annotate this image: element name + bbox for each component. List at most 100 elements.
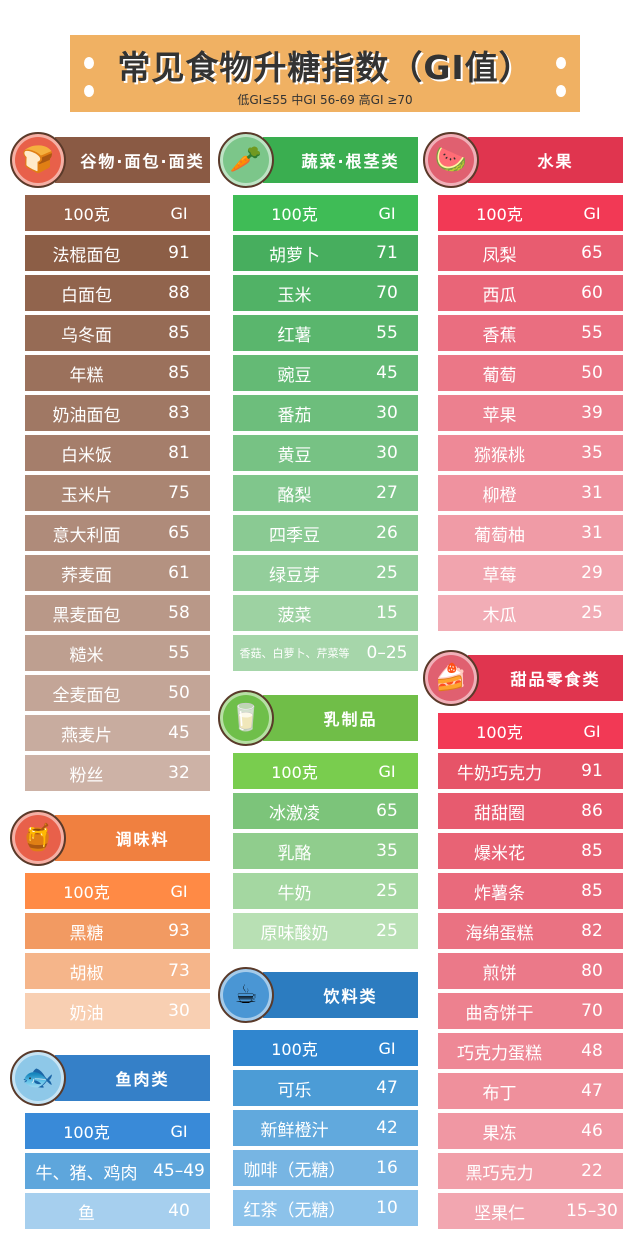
gi-value: 70	[581, 1001, 603, 1021]
gi-value: 75	[168, 483, 190, 503]
gi-value: 55	[376, 323, 398, 343]
column-header: 100克 GI	[25, 195, 210, 231]
gi-value: 31	[581, 483, 603, 503]
table-row: 年糕 85	[25, 355, 210, 391]
table-row: 奶油面包 83	[25, 395, 210, 431]
table-row: 白米饭 81	[25, 435, 210, 471]
food-name: 荞麦面	[61, 565, 112, 586]
gi-value: 47	[581, 1081, 603, 1101]
food-name: 红茶（无糖）	[243, 1200, 346, 1221]
table-row: 意大利面 65	[25, 515, 210, 551]
food-name: 胡椒	[69, 963, 104, 984]
table-row: 草莓 29	[438, 555, 623, 591]
food-name: 猕猴桃	[474, 445, 525, 466]
food-name: 煎饼	[482, 963, 517, 984]
gi-value: 50	[168, 683, 190, 703]
food-name: 乌冬面	[61, 325, 112, 346]
gi-value: 55	[581, 323, 603, 343]
table-row: 酪梨 27	[233, 475, 418, 511]
gi-value: 60	[581, 283, 603, 303]
food-name: 海绵蛋糕	[465, 923, 534, 944]
table-row: 坚果仁 15–30	[438, 1193, 623, 1229]
gi-value: 50	[581, 363, 603, 383]
food-name: 100克	[63, 205, 110, 224]
page-title: 常见食物升糖指数（GI值）	[117, 48, 533, 87]
food-name: 白面包	[61, 285, 112, 306]
table-row: 果冻 46	[438, 1113, 623, 1149]
food-name: 黑巧克力	[465, 1163, 534, 1184]
gi-value: 85	[168, 363, 190, 383]
food-name: 凤梨	[482, 245, 517, 266]
watermelon-icon: 🍉	[423, 132, 479, 188]
gi-value: 55	[168, 643, 190, 663]
food-name: 粉丝	[69, 765, 104, 786]
banner-dot	[84, 57, 94, 69]
milk-carton-icon: 🥛	[218, 690, 274, 746]
food-name: 新鲜橙汁	[260, 1120, 329, 1141]
gi-value: 65	[168, 523, 190, 543]
banner-dot	[556, 57, 566, 69]
section-title: 蔬菜·根茎类	[263, 137, 418, 183]
gi-value: 26	[376, 523, 398, 543]
table-row: 牛奶巧克力 91	[438, 753, 623, 789]
table-row: 鱼 40	[25, 1193, 210, 1229]
food-name: 黑糖	[69, 923, 104, 944]
food-name: 意大利面	[52, 525, 121, 546]
gi-legend: 低GI≤55 中GI 56-69 高GI ≥70	[237, 93, 413, 107]
gi-value: 73	[168, 961, 190, 981]
section-title: 乳制品	[263, 695, 418, 741]
food-name: 牛、猪、鸡肉	[35, 1163, 138, 1184]
food-name: 四季豆	[269, 525, 320, 546]
food-name: 年糕	[69, 365, 104, 386]
section-title: 鱼肉类	[55, 1055, 210, 1101]
food-name: 法棍面包	[52, 245, 121, 266]
food-name: 原味酸奶	[260, 923, 329, 944]
gi-value: 29	[581, 563, 603, 583]
table-row: 豌豆 45	[233, 355, 418, 391]
table-row: 西瓜 60	[438, 275, 623, 311]
fish-icon: 🐟	[10, 1050, 66, 1106]
table-row: 咖啡（无糖） 16	[233, 1150, 418, 1186]
food-name: 番茄	[277, 405, 312, 426]
gi-value: 85	[168, 323, 190, 343]
food-name: 菠菜	[277, 605, 312, 626]
food-name: 奶油面包	[52, 405, 121, 426]
gi-value: 35	[581, 443, 603, 463]
gi-value: 45	[376, 363, 398, 383]
table-row: 燕麦片 45	[25, 715, 210, 751]
gi-value: GI	[170, 1121, 188, 1141]
table-row: 冰激凌 65	[233, 793, 418, 829]
gi-table: 100克 GI 牛、猪、鸡肉 45–49 鱼 40	[25, 1113, 210, 1233]
food-name: 100克	[476, 205, 523, 224]
table-row: 黑巧克力 22	[438, 1153, 623, 1189]
gi-value: 32	[168, 763, 190, 783]
table-row: 曲奇饼干 70	[438, 993, 623, 1029]
food-name: 西瓜	[482, 285, 517, 306]
gi-value: GI	[378, 203, 396, 223]
table-row: 玉米 70	[233, 275, 418, 311]
food-name: 咖啡（无糖）	[243, 1160, 346, 1181]
table-row: 胡萝卜 71	[233, 235, 418, 271]
bread-icon: 🍞	[10, 132, 66, 188]
food-name: 香菇、白萝卜、芹菜等	[239, 647, 350, 660]
table-row: 猕猴桃 35	[438, 435, 623, 471]
column-header: 100克 GI	[438, 195, 623, 231]
gi-value: 31	[581, 523, 603, 543]
food-name: 白米饭	[61, 445, 112, 466]
food-name: 全麦面包	[52, 685, 121, 706]
table-row: 黄豆 30	[233, 435, 418, 471]
table-row: 巧克力蛋糕 48	[438, 1033, 623, 1069]
table-row: 红薯 55	[233, 315, 418, 351]
gi-value: 86	[581, 801, 603, 821]
food-name: 可乐	[277, 1080, 312, 1101]
gi-value: 42	[376, 1118, 398, 1138]
table-row: 红茶（无糖） 10	[233, 1190, 418, 1226]
food-name: 乳酪	[277, 843, 312, 864]
gi-value: 22	[581, 1161, 603, 1181]
table-row: 葡萄柚 31	[438, 515, 623, 551]
column-header: 100克 GI	[25, 873, 210, 909]
table-row: 可乐 47	[233, 1070, 418, 1106]
gi-table: 100克 GI 胡萝卜 71 玉米 70 红薯 55 豌豆 45 番茄 30 黄豆 30 酪梨 27 四季豆 26…	[233, 195, 418, 675]
cake-icon: 🍰	[423, 650, 479, 706]
table-row: 海绵蛋糕 82	[438, 913, 623, 949]
